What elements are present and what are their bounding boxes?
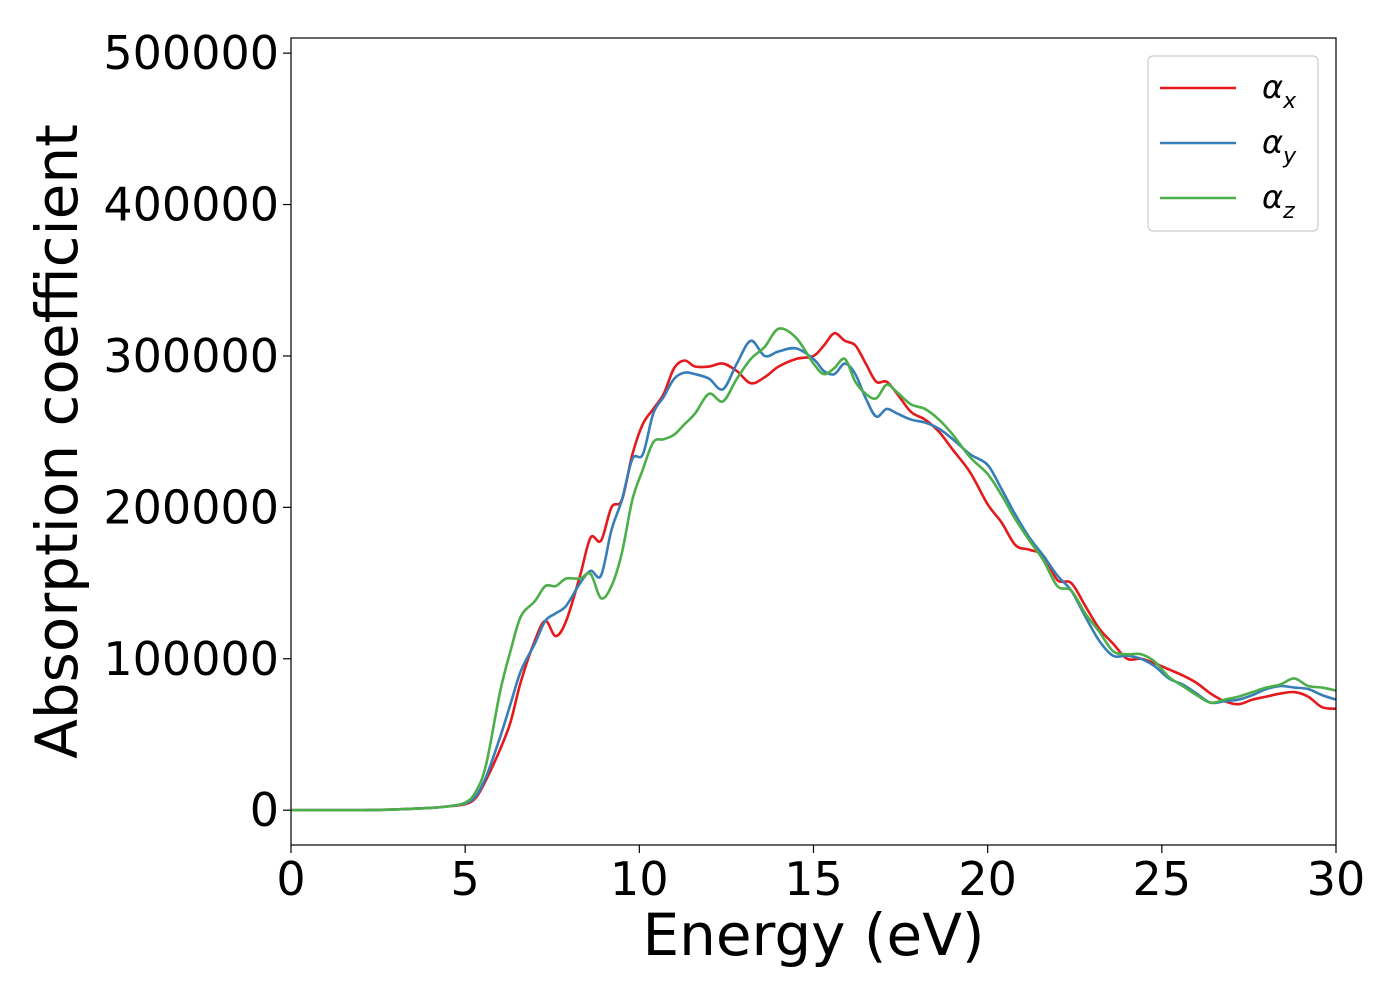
legend-subscript: y: [1282, 144, 1297, 169]
legend-symbol: α: [1262, 123, 1283, 161]
y-axis-label: Absorption coefficient: [23, 124, 91, 759]
x-tick-label: 10: [610, 852, 669, 906]
series-line-y: [291, 339, 1336, 812]
legend-symbol: α: [1262, 178, 1283, 216]
x-axis-ticks: 0 5 10 15 20 25 30: [276, 845, 1365, 906]
x-tick-label: 20: [958, 852, 1017, 906]
x-axis-label: Energy (eV): [642, 901, 984, 969]
x-tick-label: 5: [451, 852, 480, 906]
y-tick-label: 500000: [103, 26, 279, 80]
y-axis-ticks: 0 100000 200000 300000 400000 500000: [103, 26, 291, 837]
legend-subscript: x: [1282, 89, 1297, 114]
legend-label-y: αy: [1262, 123, 1297, 169]
y-tick-label: 100000: [103, 632, 279, 686]
x-tick-label: 25: [1133, 852, 1192, 906]
y-tick-label: 200000: [103, 480, 279, 534]
y-tick-label: 400000: [103, 178, 279, 232]
legend-label-x: αx: [1262, 68, 1297, 114]
x-tick-label: 30: [1307, 852, 1366, 906]
y-tick-label: 0: [250, 783, 279, 837]
series-layer: [291, 327, 1336, 812]
y-tick-label: 300000: [103, 329, 279, 383]
x-tick-label: 15: [784, 852, 843, 906]
legend-symbol: α: [1262, 68, 1283, 106]
legend-label-z: αz: [1262, 178, 1295, 224]
series-line-x: [291, 331, 1336, 812]
x-tick-label: 0: [276, 852, 305, 906]
series-line-z: [291, 327, 1336, 812]
legend-subscript: z: [1282, 199, 1295, 224]
